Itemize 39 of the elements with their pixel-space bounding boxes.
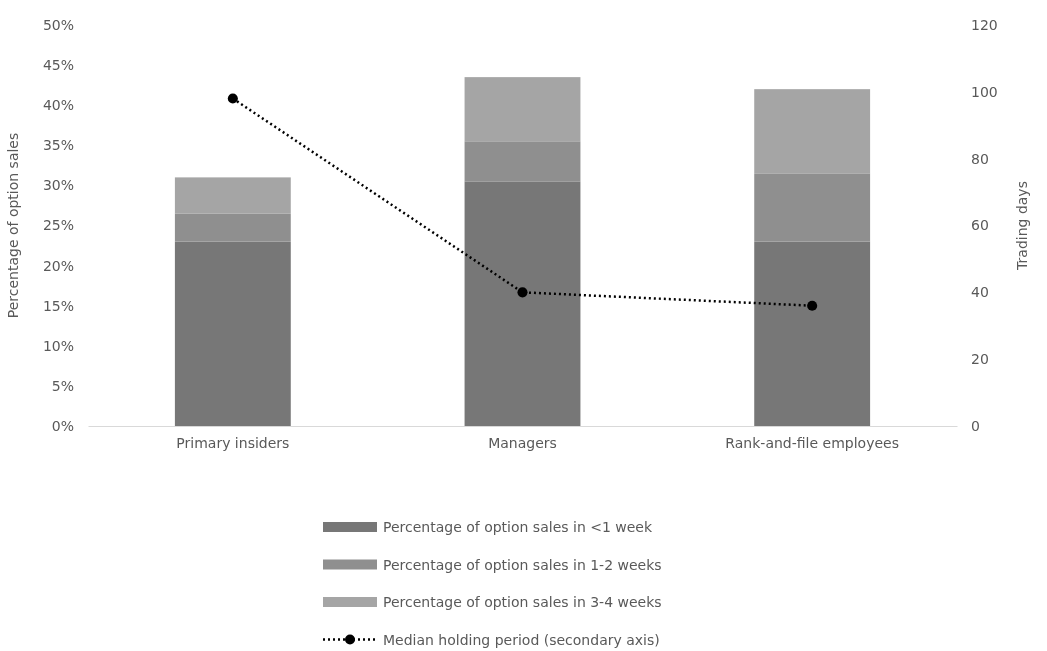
y2-tick-label: 20 xyxy=(971,351,989,368)
y-tick-label: 40% xyxy=(42,97,74,114)
y2-tick-label: 60 xyxy=(971,217,989,234)
point xyxy=(807,300,818,311)
x-tick-label: Primary insiders xyxy=(176,434,290,451)
y-tick-label: 25% xyxy=(42,217,74,234)
y-tick-label: 30% xyxy=(42,177,74,194)
y2-axis-title: Trading days xyxy=(1014,181,1030,271)
legend-label: Percentage of option sales in 3-4 weeks xyxy=(383,594,662,610)
y2-tick-label: 40 xyxy=(971,284,989,301)
bar xyxy=(754,173,871,242)
x-tick-label: Managers xyxy=(488,434,557,451)
bar xyxy=(174,241,291,426)
legend-label: Percentage of option sales in <1 week xyxy=(383,519,653,535)
point xyxy=(517,287,528,298)
y-tick-label: 35% xyxy=(42,137,74,154)
bar xyxy=(754,89,871,174)
y2-tick-label: 0 xyxy=(971,417,980,434)
bar xyxy=(464,141,581,182)
legend-label: Percentage of option sales in 1-2 weeks xyxy=(383,556,662,573)
y-tick-label: 10% xyxy=(42,337,74,354)
point xyxy=(227,93,238,104)
y-tick-label: 0% xyxy=(51,417,74,434)
bar xyxy=(464,77,581,142)
y-tick-label: 50% xyxy=(42,16,74,33)
y-tick-label: 20% xyxy=(42,257,74,274)
bar xyxy=(754,241,871,426)
y-tick-label: 45% xyxy=(42,57,74,74)
y2-tick-label: 80 xyxy=(971,150,989,167)
legend-label: Median holding period (secondary axis) xyxy=(383,631,660,648)
bar xyxy=(464,181,581,426)
y-axis-title: Percentage of option sales xyxy=(5,132,21,319)
bar xyxy=(174,213,291,242)
y-tick-label: 15% xyxy=(42,297,74,314)
y2-tick-label: 100 xyxy=(971,83,998,100)
y-tick-label: 5% xyxy=(51,377,74,394)
y2-tick-label: 120 xyxy=(971,16,998,33)
bar xyxy=(174,177,291,214)
x-tick-label: Rank-and-file employees xyxy=(725,434,899,451)
